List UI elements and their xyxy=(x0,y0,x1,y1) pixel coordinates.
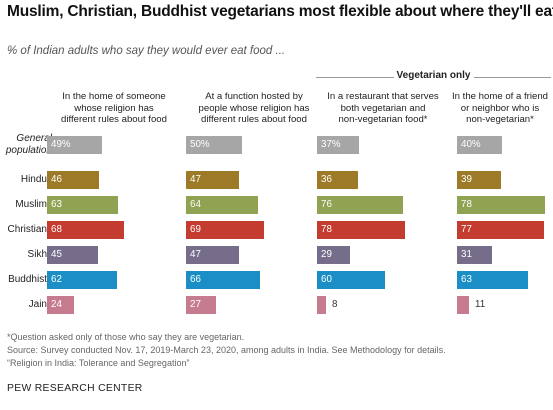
value-label-christians-col4: 77 xyxy=(461,224,472,235)
bar-jains-col1 xyxy=(47,296,74,314)
value-label-buddhists-col4: 63 xyxy=(461,274,472,285)
value-label-general-population-col1: 49% xyxy=(51,139,71,150)
value-label-jains-col3: 8 xyxy=(332,299,338,310)
bar-buddhists-col2 xyxy=(186,271,260,289)
value-label-hindus-col2: 47 xyxy=(190,174,201,185)
row-label-hindus: Hindus xyxy=(20,174,52,185)
value-label-sikhs-col4: 31 xyxy=(461,249,472,260)
bar-jains-col4 xyxy=(457,296,469,314)
chart-title: Muslim, Christian, Buddhist vegetarians … xyxy=(7,3,553,20)
bar-muslims-col4 xyxy=(457,196,545,214)
bar-sikhs-col2 xyxy=(186,246,239,264)
column-header-4: In the home of a friend or neighbor who i… xyxy=(452,91,548,126)
value-label-hindus-col4: 39 xyxy=(461,174,472,185)
bar-muslims-col1 xyxy=(47,196,118,214)
footnote-report: “Religion in India: Tolerance and Segreg… xyxy=(7,358,190,368)
value-label-general-population-col2: 50% xyxy=(190,139,210,150)
row-label-buddhists: Buddhists xyxy=(8,274,52,285)
bar-jains-col2 xyxy=(186,296,216,314)
bar-general-population-col1 xyxy=(47,136,102,154)
bar-christians-col1 xyxy=(47,221,124,239)
chart-subtitle: % of Indian adults who say they would ev… xyxy=(7,45,286,57)
value-label-muslims-col3: 76 xyxy=(321,199,332,210)
value-label-general-population-col3: 37% xyxy=(321,139,341,150)
value-label-jains-col2: 27 xyxy=(190,299,201,310)
bar-hindus-col1 xyxy=(47,171,99,189)
vegetarian-only-label: Vegetarian only xyxy=(396,70,471,81)
row-label-muslims: Muslims xyxy=(15,199,52,210)
bar-general-population-col4 xyxy=(457,136,502,154)
bar-buddhists-col3 xyxy=(317,271,385,289)
value-label-buddhists-col3: 60 xyxy=(321,274,332,285)
bar-buddhists-col1 xyxy=(47,271,117,289)
bar-hindus-col2 xyxy=(186,171,239,189)
column-header-2: At a function hosted by people whose reli… xyxy=(198,91,310,126)
row-label-christians: Christians xyxy=(7,224,52,235)
bar-muslims-col2 xyxy=(186,196,258,214)
bar-christians-col2 xyxy=(186,221,264,239)
value-label-sikhs-col1: 45 xyxy=(51,249,62,260)
bar-sikhs-col3 xyxy=(317,246,350,264)
value-label-muslims-col1: 63 xyxy=(51,199,62,210)
row-label-jains: Jains xyxy=(28,299,52,310)
column-header-3: In a restaurant that serves both vegetari… xyxy=(327,91,439,126)
row-label-general-population: General population xyxy=(5,133,52,156)
bar-christians-col4 xyxy=(457,221,544,239)
bar-sikhs-col4 xyxy=(457,246,492,264)
bar-hindus-col3 xyxy=(317,171,358,189)
bar-hindus-col4 xyxy=(457,171,501,189)
value-label-jains-col4: 11 xyxy=(475,299,486,310)
value-label-christians-col2: 69 xyxy=(190,224,201,235)
pew-logo-text: PEW RESEARCH CENTER xyxy=(7,383,143,394)
column-header-1: In the home of someone whose religion has… xyxy=(61,91,167,126)
value-label-buddhists-col1: 62 xyxy=(51,274,62,285)
value-label-sikhs-col2: 47 xyxy=(190,249,201,260)
value-label-muslims-col4: 78 xyxy=(461,199,472,210)
value-label-buddhists-col2: 66 xyxy=(190,274,201,285)
group-line-left xyxy=(316,77,394,78)
value-label-christians-col3: 78 xyxy=(321,224,332,235)
footnote-vegetarian: *Question asked only of those who say th… xyxy=(7,332,245,342)
row-label-sikhs: Sikhs xyxy=(27,249,52,260)
bar-sikhs-col1 xyxy=(47,246,98,264)
value-label-hindus-col3: 36 xyxy=(321,174,332,185)
bar-muslims-col3 xyxy=(317,196,403,214)
bar-buddhists-col4 xyxy=(457,271,528,289)
value-label-jains-col1: 24 xyxy=(51,299,62,310)
value-label-muslims-col2: 64 xyxy=(190,199,201,210)
bar-general-population-col2 xyxy=(186,136,242,154)
value-label-general-population-col4: 40% xyxy=(461,139,481,150)
bar-jains-col3 xyxy=(317,296,326,314)
footnote-source: Source: Survey conducted Nov. 17, 2019-M… xyxy=(7,345,446,355)
bar-christians-col3 xyxy=(317,221,405,239)
value-label-hindus-col1: 46 xyxy=(51,174,62,185)
value-label-christians-col1: 68 xyxy=(51,224,62,235)
group-line-right xyxy=(474,77,551,78)
value-label-sikhs-col3: 29 xyxy=(321,249,332,260)
bar-general-population-col3 xyxy=(317,136,359,154)
